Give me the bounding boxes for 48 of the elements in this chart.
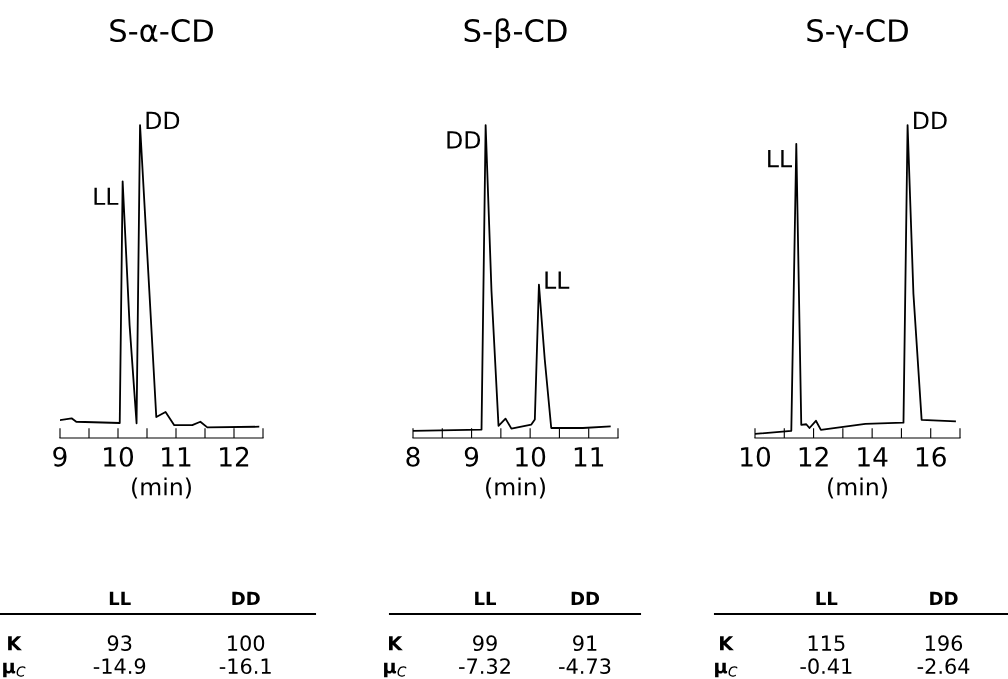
text: 91 — [573, 635, 597, 652]
text: 99 — [473, 635, 497, 652]
text: μ$_{C}$ — [384, 662, 407, 678]
x-tick-label: 12 — [799, 446, 828, 467]
text: 100 — [228, 635, 265, 652]
chart-title: S-α-CD — [110, 18, 213, 43]
text: K — [8, 636, 22, 651]
x-axis-title: (min) — [132, 477, 191, 499]
text: -0.41 — [800, 658, 852, 675]
x-tick-label: 10 — [741, 446, 771, 467]
x-tick-label: 12 — [220, 446, 249, 467]
text: μ$_{C}$ — [715, 662, 738, 678]
x-tick-label: 10 — [104, 446, 134, 467]
x-tick-label: 9 — [464, 446, 479, 467]
text: μ$_{C}$ — [3, 662, 26, 678]
text: -16.1 — [219, 658, 271, 675]
text: DD — [930, 591, 958, 605]
x-tick-label: 11 — [574, 447, 604, 467]
text: K — [720, 636, 734, 651]
text: -7.32 — [459, 658, 510, 675]
x-tick-label: 10 — [516, 446, 546, 467]
annotation: LL — [768, 150, 792, 168]
text: -2.64 — [917, 658, 970, 675]
x-tick-label: 11 — [162, 447, 191, 467]
text: K — [389, 636, 403, 651]
x-axis-title: (min) — [828, 477, 887, 499]
x-tick-label: 8 — [406, 446, 420, 467]
text: DD — [571, 591, 600, 605]
x-tick-label: 14 — [858, 447, 888, 467]
x-axis-title: (min) — [486, 477, 545, 499]
text: 93 — [107, 635, 132, 652]
annotation: DD — [914, 111, 947, 130]
text: LL — [816, 591, 838, 605]
annotation: DD — [146, 111, 180, 130]
chart-title: S-β-CD — [464, 18, 567, 49]
text: -4.73 — [559, 658, 611, 675]
text: -14.9 — [93, 658, 146, 675]
text: 196 — [925, 635, 963, 652]
chart-title: S-γ-CD — [807, 18, 908, 49]
text: DD — [232, 591, 260, 605]
text: 115 — [808, 635, 845, 652]
text: LL — [109, 591, 131, 605]
annotation: LL — [94, 187, 119, 205]
annotation: DD — [447, 131, 481, 149]
x-tick-label: 9 — [53, 446, 67, 467]
annotation: LL — [545, 271, 570, 289]
x-tick-label: 16 — [916, 446, 946, 467]
text: LL — [475, 591, 497, 605]
